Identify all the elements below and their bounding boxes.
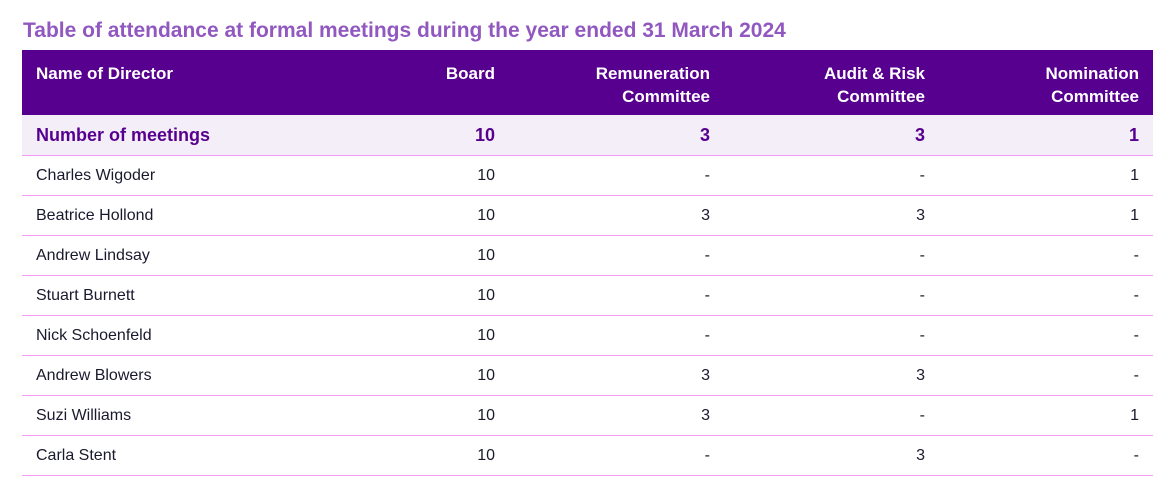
attendance-cell: -: [724, 235, 939, 276]
attendance-cell: 3: [724, 435, 939, 476]
attendance-cell: -: [724, 155, 939, 196]
attendance-cell: -: [939, 235, 1153, 276]
director-name: Charles Wigoder: [22, 155, 322, 196]
attendance-cell: -: [509, 235, 724, 276]
attendance-cell: 10: [322, 195, 509, 236]
director-name: Suzi Williams: [22, 395, 322, 436]
table-row: Suzi Williams 10 3-1: [22, 395, 1153, 436]
attendance-cell: 3: [509, 395, 724, 436]
attendance-cell: -: [509, 435, 724, 476]
header-nomination: Nomination Committee: [939, 50, 1153, 115]
header-name: Name of Director: [22, 50, 322, 115]
attendance-cell: 10: [322, 435, 509, 476]
table-row: Stuart Burnett 10- - -: [22, 275, 1153, 316]
director-name: Andrew Blowers: [22, 355, 322, 396]
director-name: Andrew Lindsay: [22, 235, 322, 276]
director-name: Nick Schoenfeld: [22, 315, 322, 356]
attendance-cell: -: [724, 315, 939, 356]
table-row: Andrew Lindsay 10- - -: [22, 235, 1153, 276]
attendance-cell: 10: [322, 395, 509, 436]
table-title: Table of attendance at formal meetings d…: [23, 19, 786, 42]
attendance-cell: -: [939, 315, 1153, 356]
attendance-cell: -: [939, 435, 1153, 476]
attendance-cell: 1: [939, 155, 1153, 196]
cell: Number of meetings: [22, 115, 322, 156]
attendance-cell: 3: [724, 195, 939, 236]
header-audit-risk: Audit & Risk Committee: [724, 50, 939, 115]
attendance-cell: 10: [322, 235, 509, 276]
attendance-cell: -: [939, 355, 1153, 396]
attendance-cell: -: [509, 275, 724, 316]
cell: 10: [322, 115, 509, 156]
table-row: Andrew Blowers 10 3 3-: [22, 355, 1153, 396]
attendance-cell: -: [509, 155, 724, 196]
attendance-cell: 10: [322, 315, 509, 356]
attendance-cell: 1: [939, 395, 1153, 436]
attendance-cell: -: [509, 315, 724, 356]
attendance-cell: 1: [939, 195, 1153, 236]
header-board: Board: [322, 50, 509, 115]
director-name: Beatrice Hollond: [22, 195, 322, 236]
cell: 3: [509, 115, 724, 156]
attendance-cell: 3: [509, 355, 724, 396]
attendance-table: Name of Director Board Remuneration Comm…: [22, 50, 1153, 476]
attendance-cell: -: [939, 275, 1153, 316]
table-row: Charles Wigoder 10- -1: [22, 155, 1153, 196]
attendance-cell: 3: [724, 355, 939, 396]
table-row: Beatrice Hollond 10 3 3 1: [22, 195, 1153, 236]
totals-row: Number of meetings 10 3 3 1: [22, 115, 1153, 156]
cell: 1: [939, 115, 1153, 156]
cell: 3: [724, 115, 939, 156]
attendance-cell: -: [724, 275, 939, 316]
director-name: Stuart Burnett: [22, 275, 322, 316]
attendance-cell: 10: [322, 155, 509, 196]
attendance-cell: -: [724, 395, 939, 436]
table-row: Nick Schoenfeld 10- - -: [22, 315, 1153, 356]
header-row: Name of Director Board Remuneration Comm…: [22, 50, 1153, 115]
header-remuneration: Remuneration Committee: [509, 50, 724, 115]
table-row: Carla Stent 10-3-: [22, 435, 1153, 476]
attendance-cell: 10: [322, 275, 509, 316]
attendance-cell: 3: [509, 195, 724, 236]
director-name: Carla Stent: [22, 435, 322, 476]
attendance-cell: 10: [322, 355, 509, 396]
